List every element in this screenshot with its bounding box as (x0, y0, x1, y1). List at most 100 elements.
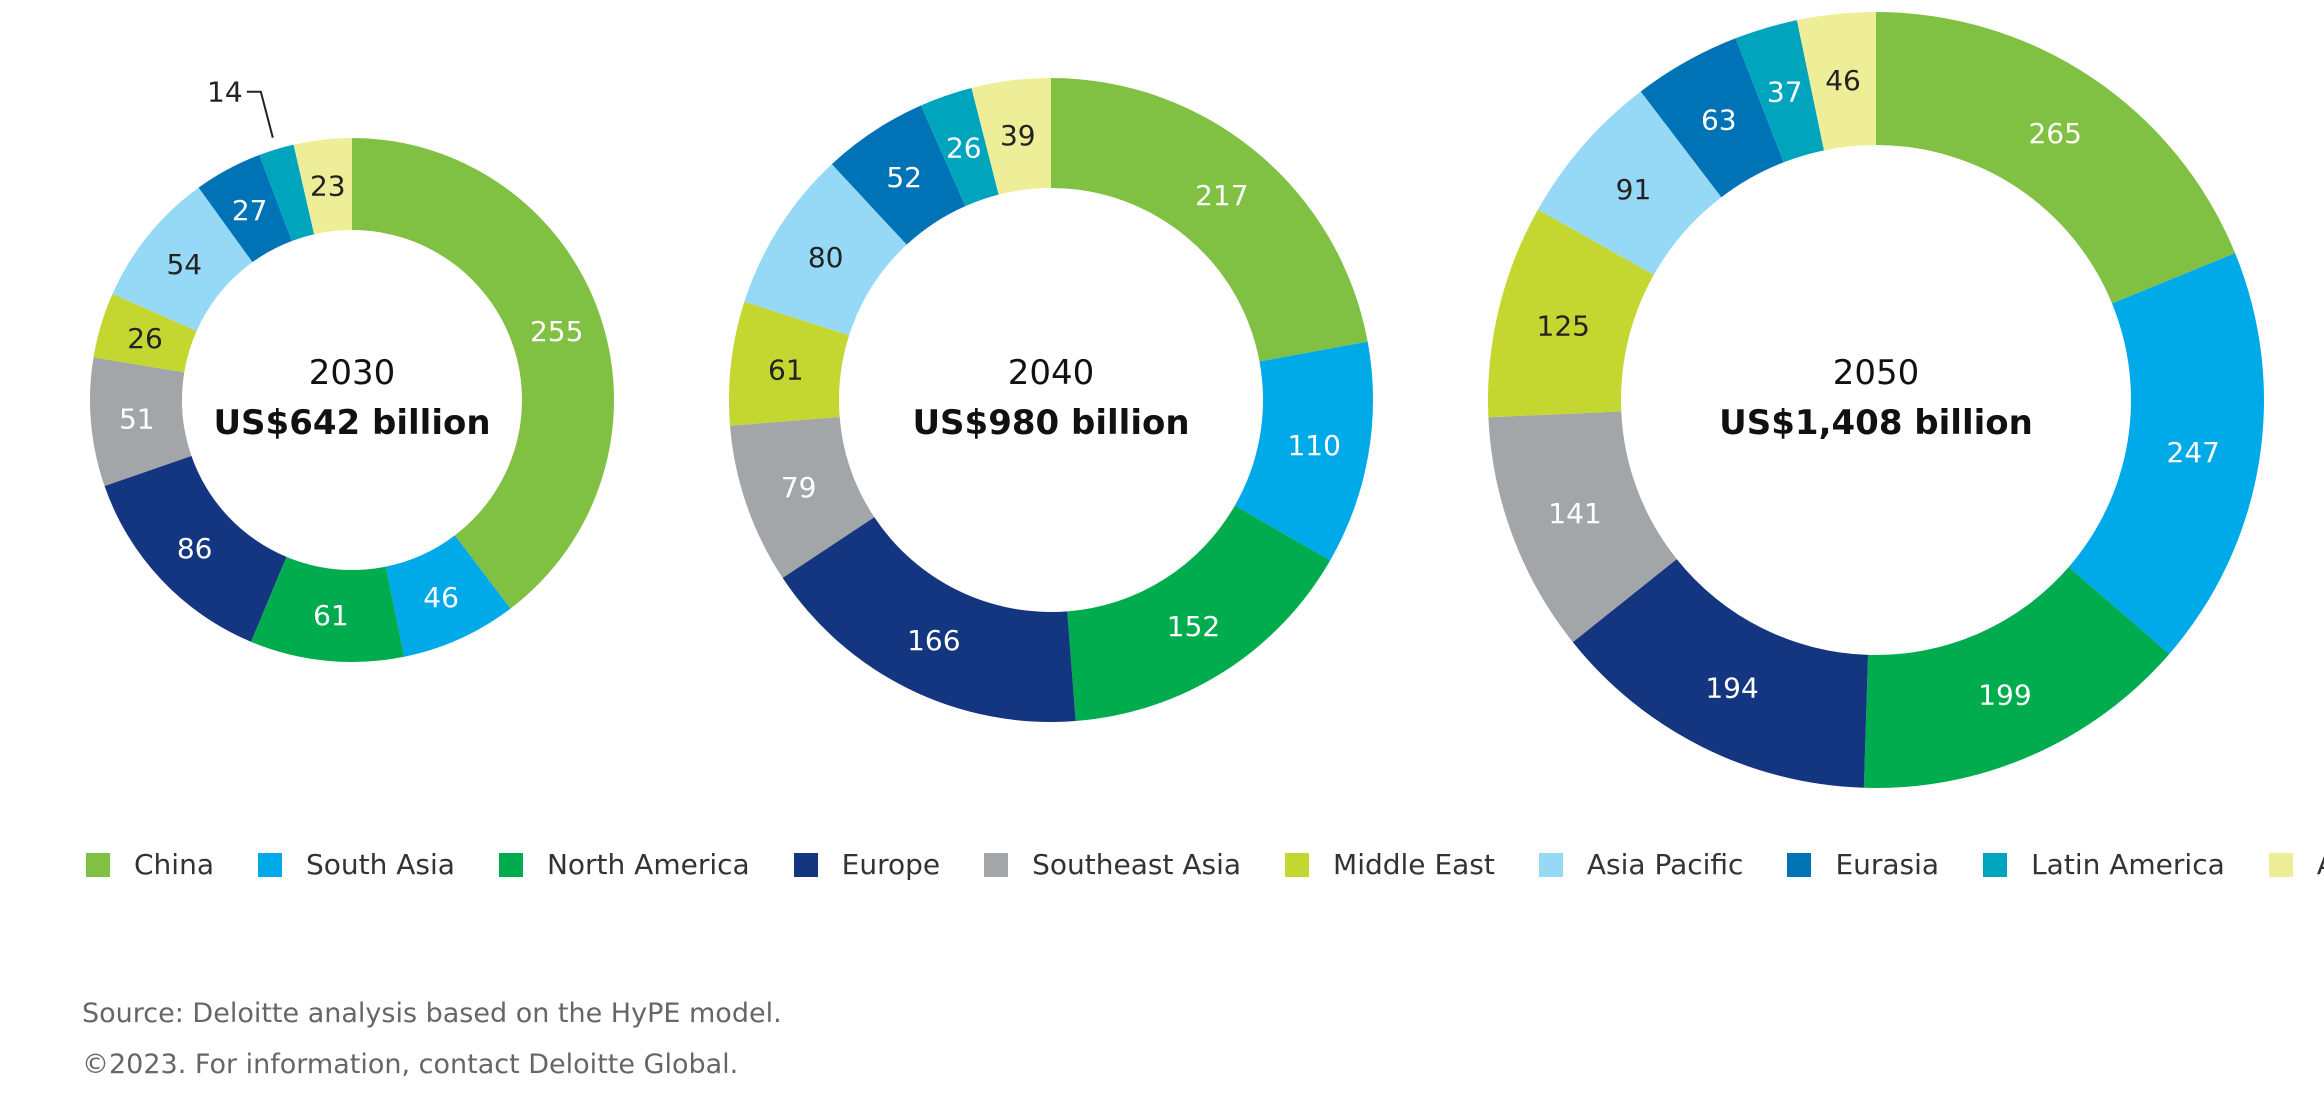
slice-latin-america-2030 (259, 144, 315, 241)
slice-north-america-2050 (1863, 566, 2170, 788)
data-label-asia-pacific-2040: 80 (808, 241, 844, 274)
legend-item-southeast-asia: Southeast Asia (984, 848, 1241, 881)
legend-item-middle-east: Middle East (1285, 848, 1495, 881)
slice-latin-america-2040 (920, 87, 999, 207)
data-label-asia-pacific-2030: 54 (166, 248, 202, 281)
slice-eurasia-2030 (198, 154, 292, 263)
legend-item-europe: Europe (793, 848, 941, 881)
slice-africa-2030 (293, 138, 352, 235)
slice-asia-pacific-2050 (1537, 91, 1722, 275)
legend-label-china: China (134, 848, 214, 881)
legend-swatch-south-asia (257, 852, 282, 877)
slice-southeast-asia-2040 (730, 416, 875, 578)
data-label-south-asia-2050: 247 (2167, 436, 2220, 469)
legend-item-south-asia: South Asia (257, 848, 455, 881)
legend-swatch-europe (793, 852, 818, 877)
data-label-china-2030: 255 (530, 315, 583, 348)
slice-eurasia-2040 (831, 105, 966, 245)
legend-label-asia-pacific: Asia Pacific (1586, 848, 1744, 881)
slice-europe-2030 (104, 455, 287, 642)
data-label-southeast-asia-2040: 79 (781, 471, 817, 504)
data-label-latin-america-2030: 14 (207, 76, 243, 109)
legend-label-eurasia: Eurasia (1835, 848, 1940, 881)
legend-swatch-north-america (498, 852, 523, 877)
data-label-china-2040: 217 (1195, 179, 1248, 212)
slice-southeast-asia-2050 (1488, 411, 1677, 643)
data-label-europe-2040: 166 (907, 624, 960, 657)
data-label-africa-2040: 39 (1000, 119, 1036, 152)
data-label-china-2050: 265 (2028, 117, 2081, 150)
data-label-middle-east-2050: 125 (1537, 309, 1590, 342)
legend-label-south-asia: South Asia (305, 848, 455, 881)
legend-swatch-middle-east (1285, 852, 1310, 877)
data-label-eurasia-2050: 63 (1701, 104, 1737, 137)
copyright-note: ©2023. For information, contact Deloitte… (82, 1049, 739, 1080)
center-year-2040: 2040 (1008, 353, 1095, 393)
data-label-europe-2050: 194 (1705, 671, 1758, 704)
legend-swatch-africa (2268, 852, 2293, 877)
slice-middle-east-2030 (93, 293, 197, 373)
data-label-southeast-asia-2050: 141 (1548, 497, 1601, 530)
legend-label-southeast-asia: Southeast Asia (1032, 848, 1242, 881)
slice-china-2050 (1876, 12, 2236, 304)
slice-southeast-asia-2030 (89, 357, 192, 487)
center-total-2040: US$980 billion (912, 403, 1189, 443)
donut-2030: 255 46 61 86 51 26 54 27 14 23 2030 US$642 billion (89, 76, 614, 662)
data-label-southeast-asia-2030: 51 (119, 402, 155, 435)
slice-africa-2040 (971, 78, 1051, 195)
legend-swatch-latin-america (1983, 852, 2008, 877)
slice-latin-america-2050 (1735, 20, 1825, 163)
center-total-2030: US$642 billion (213, 403, 490, 443)
slice-asia-pacific-2040 (744, 164, 907, 336)
center-total-2050: US$1,408 billion (1719, 403, 2033, 443)
legend-item-eurasia: Eurasia (1787, 848, 1939, 881)
donut-2050: 265 247 199 194 141 125 91 63 37 46 2050 US$1,408 … (1488, 12, 2264, 788)
slice-europe-2050 (1572, 559, 1869, 788)
slice-africa-2050 (1796, 12, 1876, 151)
data-label-middle-east-2040: 61 (768, 353, 804, 386)
data-label-middle-east-2030: 26 (127, 322, 163, 355)
center-year-2050: 2050 (1833, 353, 1920, 393)
legend-label-north-america: North America (546, 848, 750, 881)
slice-asia-pacific-2030 (112, 187, 253, 332)
data-label-south-asia-2030: 46 (423, 581, 459, 614)
center-year-2030: 2030 (309, 353, 396, 393)
data-label-north-america-2030: 61 (313, 599, 349, 632)
legend-swatch-eurasia (1787, 852, 1812, 877)
legend-label-europe: Europe (841, 848, 941, 881)
donut-2040: 217 110 152 166 79 61 80 52 26 39 2040 US$980 bill… (729, 78, 1373, 722)
slice-south-asia-2030 (385, 535, 511, 657)
data-label-north-america-2040: 152 (1167, 610, 1220, 643)
data-label-latin-america-2040: 26 (946, 132, 982, 165)
slice-south-asia-2040 (1234, 341, 1373, 561)
legend-label-africa: Africa (2317, 848, 2324, 881)
slice-middle-east-2040 (729, 301, 850, 426)
legend-swatch-asia-pacific (1538, 852, 1563, 877)
slice-middle-east-2050 (1488, 209, 1654, 418)
legend-swatch-southeast-asia (984, 852, 1009, 877)
legend-item-asia-pacific: Asia Pacific (1538, 848, 1744, 881)
slice-eurasia-2050 (1640, 38, 1784, 198)
legend: China South Asia North America Europe Southe… (86, 848, 2324, 881)
data-label-africa-2030: 23 (310, 169, 346, 202)
data-label-north-america-2050: 199 (1978, 678, 2031, 711)
slice-china-2030 (352, 138, 614, 609)
legend-label-latin-america: Latin America (2031, 848, 2225, 881)
callout-line-latin-america-2030 (246, 90, 274, 138)
data-label-europe-2030: 86 (177, 532, 213, 565)
legend-label-middle-east: Middle East (1333, 848, 1495, 881)
data-label-asia-pacific-2050: 91 (1616, 173, 1652, 206)
legend-item-china: China (86, 848, 214, 881)
slice-china-2040 (1051, 78, 1368, 362)
slice-south-asia-2050 (2068, 253, 2264, 655)
source-note: Source: Deloitte analysis based on the H… (82, 998, 782, 1029)
legend-item-africa: Africa (2268, 848, 2324, 881)
data-label-africa-2050: 46 (1825, 64, 1861, 97)
slice-europe-2040 (782, 517, 1076, 722)
data-label-latin-america-2050: 37 (1767, 76, 1803, 109)
legend-swatch-china (86, 852, 110, 877)
data-label-eurasia-2040: 52 (886, 161, 922, 194)
slice-north-america-2040 (1067, 505, 1331, 722)
legend-item-latin-america: Latin America (1983, 848, 2225, 881)
